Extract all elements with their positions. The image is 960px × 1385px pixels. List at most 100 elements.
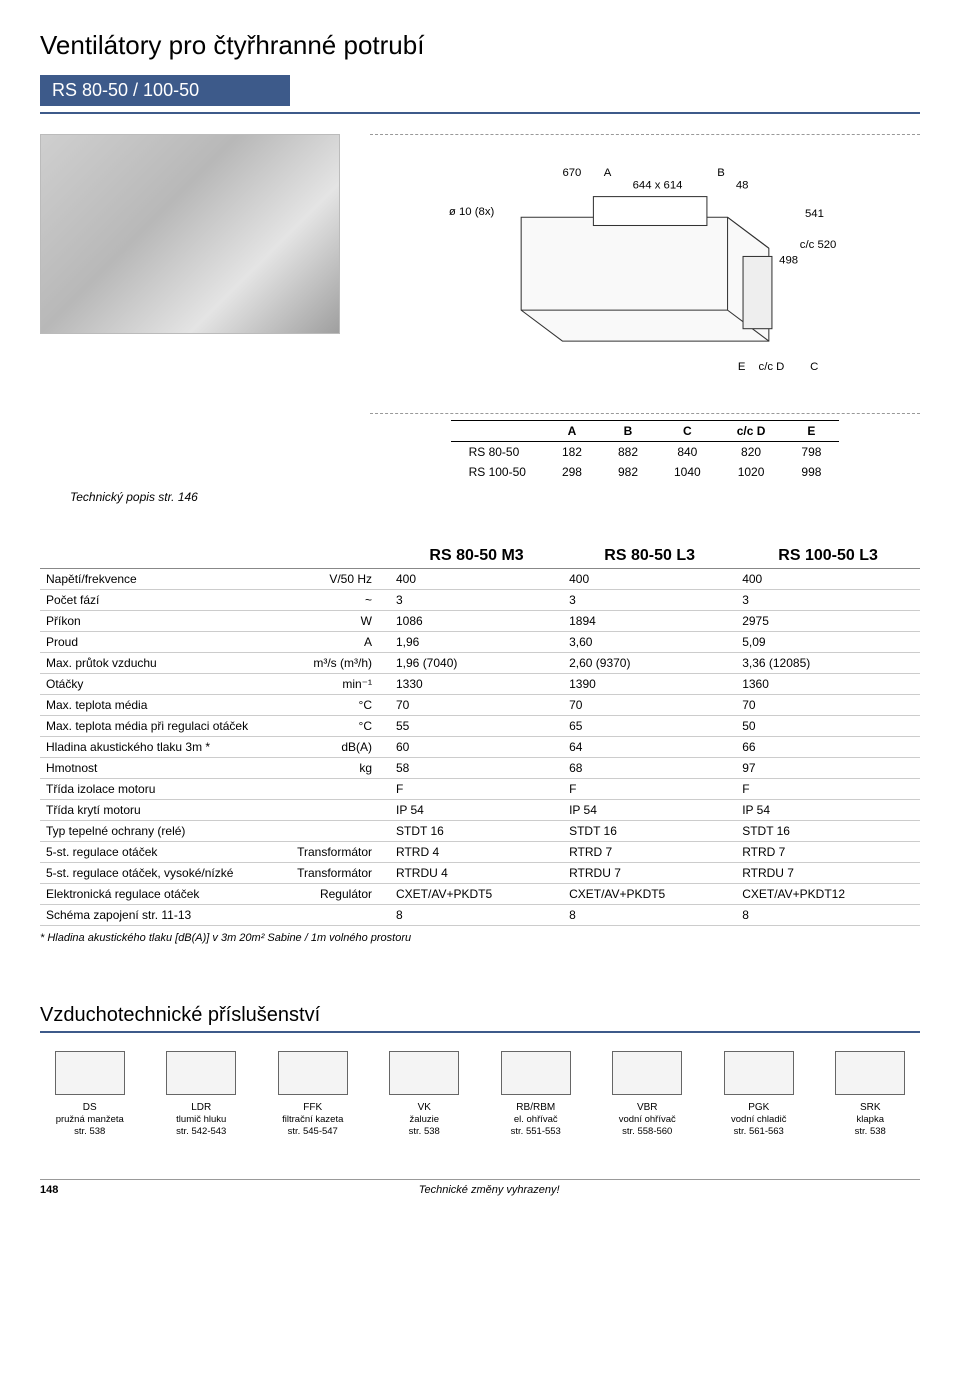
- spec-label: Napětí/frekvence: [40, 569, 290, 590]
- spec-row: Počet fází~333: [40, 590, 920, 611]
- spec-row: Typ tepelné ochrany (relé)STDT 16STDT 16…: [40, 821, 920, 842]
- dim-header-cell: c/c D: [719, 421, 784, 442]
- spec-col-2: RS 80-50 L3: [563, 544, 736, 569]
- spec-value: 70: [736, 695, 920, 716]
- dim-cell: 820: [719, 442, 784, 463]
- spec-label: Max. teplota média: [40, 695, 290, 716]
- spec-value: 8: [563, 905, 736, 926]
- dim-cell: 1040: [656, 462, 719, 482]
- accessory-desc: vodní chladič: [709, 1114, 809, 1126]
- spec-value: 58: [390, 758, 563, 779]
- spec-label: Elektronická regulace otáček: [40, 884, 290, 905]
- spec-value: 1894: [563, 611, 736, 632]
- accessory-desc: vodní ohřívač: [598, 1114, 698, 1126]
- spec-value: 66: [736, 737, 920, 758]
- spec-label: 5-st. regulace otáček, vysoké/nízké: [40, 863, 290, 884]
- upper-section: ø 10 (8x) 670 A 644 x 614 B 48 541 c/c 5…: [40, 134, 920, 482]
- spec-unit: min⁻¹: [290, 674, 390, 695]
- accessory-item: DSpružná manžetastr. 538: [40, 1051, 140, 1139]
- accessory-code: LDR: [152, 1101, 252, 1114]
- dimension-table: ABCc/c DE RS 80-50182882840820798RS 100-…: [451, 420, 840, 482]
- dim-table-row: RS 100-5029898210401020998: [451, 462, 840, 482]
- spec-value: RTRD 7: [563, 842, 736, 863]
- dim-table-header-row: ABCc/c DE: [451, 421, 840, 442]
- spec-unit: V/50 Hz: [290, 569, 390, 590]
- spec-row: 5-st. regulace otáčekTransformátorRTRD 4…: [40, 842, 920, 863]
- spec-label: Max. teplota média při regulaci otáček: [40, 716, 290, 737]
- tech-note: Technický popis str. 146: [70, 490, 920, 504]
- dim-cell: 798: [783, 442, 839, 463]
- accessory-item: FFKfiltrační kazetastr. 545-547: [263, 1051, 363, 1139]
- spec-value: F: [563, 779, 736, 800]
- spec-row: Max. průtok vzduchum³/s (m³/h)1,96 (7040…: [40, 653, 920, 674]
- spec-label: Třída krytí motoru: [40, 800, 290, 821]
- spec-value: 2975: [736, 611, 920, 632]
- spec-row: Třída krytí motoruIP 54IP 54IP 54: [40, 800, 920, 821]
- accessory-page: str. 545-547: [263, 1126, 363, 1138]
- dim-header-cell: B: [600, 421, 656, 442]
- accessory-code: VBR: [598, 1101, 698, 1114]
- spec-row: Elektronická regulace otáčekRegulátorCXE…: [40, 884, 920, 905]
- dim-header-cell: A: [544, 421, 600, 442]
- diagram-a-letter: A: [604, 167, 612, 179]
- diagram-c: C: [810, 361, 818, 373]
- spec-row: 5-st. regulace otáček, vysoké/nízkéTrans…: [40, 863, 920, 884]
- spec-value: 65: [563, 716, 736, 737]
- dim-cell: 882: [600, 442, 656, 463]
- spec-value: RTRDU 7: [736, 863, 920, 884]
- spec-value: 2,60 (9370): [563, 653, 736, 674]
- spec-value: 8: [390, 905, 563, 926]
- spec-value: STDT 16: [736, 821, 920, 842]
- accessory-item: RB/RBMel. ohřívačstr. 551-553: [486, 1051, 586, 1139]
- spec-value: 8: [736, 905, 920, 926]
- accessory-page: str. 542-543: [152, 1126, 252, 1138]
- dim-cell: 1020: [719, 462, 784, 482]
- accessory-page: str. 551-553: [486, 1126, 586, 1138]
- dimension-diagram: ø 10 (8x) 670 A 644 x 614 B 48 541 c/c 5…: [370, 134, 920, 414]
- spec-unit: W: [290, 611, 390, 632]
- dim-cell: 182: [544, 442, 600, 463]
- spec-value: 1086: [390, 611, 563, 632]
- spec-row: Max. teplota média°C707070: [40, 695, 920, 716]
- spec-value: CXET/AV+PKDT5: [390, 884, 563, 905]
- accessory-item: VBRvodní ohřívačstr. 558-560: [598, 1051, 698, 1139]
- spec-label: Počet fází: [40, 590, 290, 611]
- spec-unit: [290, 821, 390, 842]
- accessory-desc: tlumič hluku: [152, 1114, 252, 1126]
- accessory-page: str. 538: [375, 1126, 475, 1138]
- spec-value: 64: [563, 737, 736, 758]
- spec-value: F: [390, 779, 563, 800]
- spec-value: CXET/AV+PKDT12: [736, 884, 920, 905]
- spec-row: PříkonW108618942975: [40, 611, 920, 632]
- spec-unit: [290, 800, 390, 821]
- spec-label: Třída izolace motoru: [40, 779, 290, 800]
- spec-value: 5,09: [736, 632, 920, 653]
- dim-cell: 840: [656, 442, 719, 463]
- accessory-icon: [835, 1051, 905, 1095]
- accessory-item: PGKvodní chladičstr. 561-563: [709, 1051, 809, 1139]
- accessory-code: DS: [40, 1101, 140, 1114]
- accessory-desc: el. ohřívač: [486, 1114, 586, 1126]
- spec-unit: Transformátor: [290, 863, 390, 884]
- accessory-icon: [612, 1051, 682, 1095]
- accessory-page: str. 561-563: [709, 1126, 809, 1138]
- spec-unit: [290, 905, 390, 926]
- model-bar: RS 80-50 / 100-50: [40, 75, 290, 106]
- dim-table-row: RS 80-50182882840820798: [451, 442, 840, 463]
- spec-value: RTRD 7: [736, 842, 920, 863]
- accessory-code: RB/RBM: [486, 1101, 586, 1114]
- spec-value: F: [736, 779, 920, 800]
- spec-table: RS 80-50 M3 RS 80-50 L3 RS 100-50 L3 Nap…: [40, 544, 920, 926]
- accessories-title: Vzduchotechnické příslušenství: [40, 1004, 920, 1033]
- spec-value: CXET/AV+PKDT5: [563, 884, 736, 905]
- spec-value: 1,96: [390, 632, 563, 653]
- accessory-icon: [724, 1051, 794, 1095]
- spec-row: ProudA1,963,605,09: [40, 632, 920, 653]
- accessory-page: str. 538: [821, 1126, 921, 1138]
- divider-line: [40, 112, 920, 114]
- diagram-b-letter: B: [717, 167, 725, 179]
- spec-value: 3: [736, 590, 920, 611]
- spec-value: 60: [390, 737, 563, 758]
- spec-value: 1360: [736, 674, 920, 695]
- accessory-code: PGK: [709, 1101, 809, 1114]
